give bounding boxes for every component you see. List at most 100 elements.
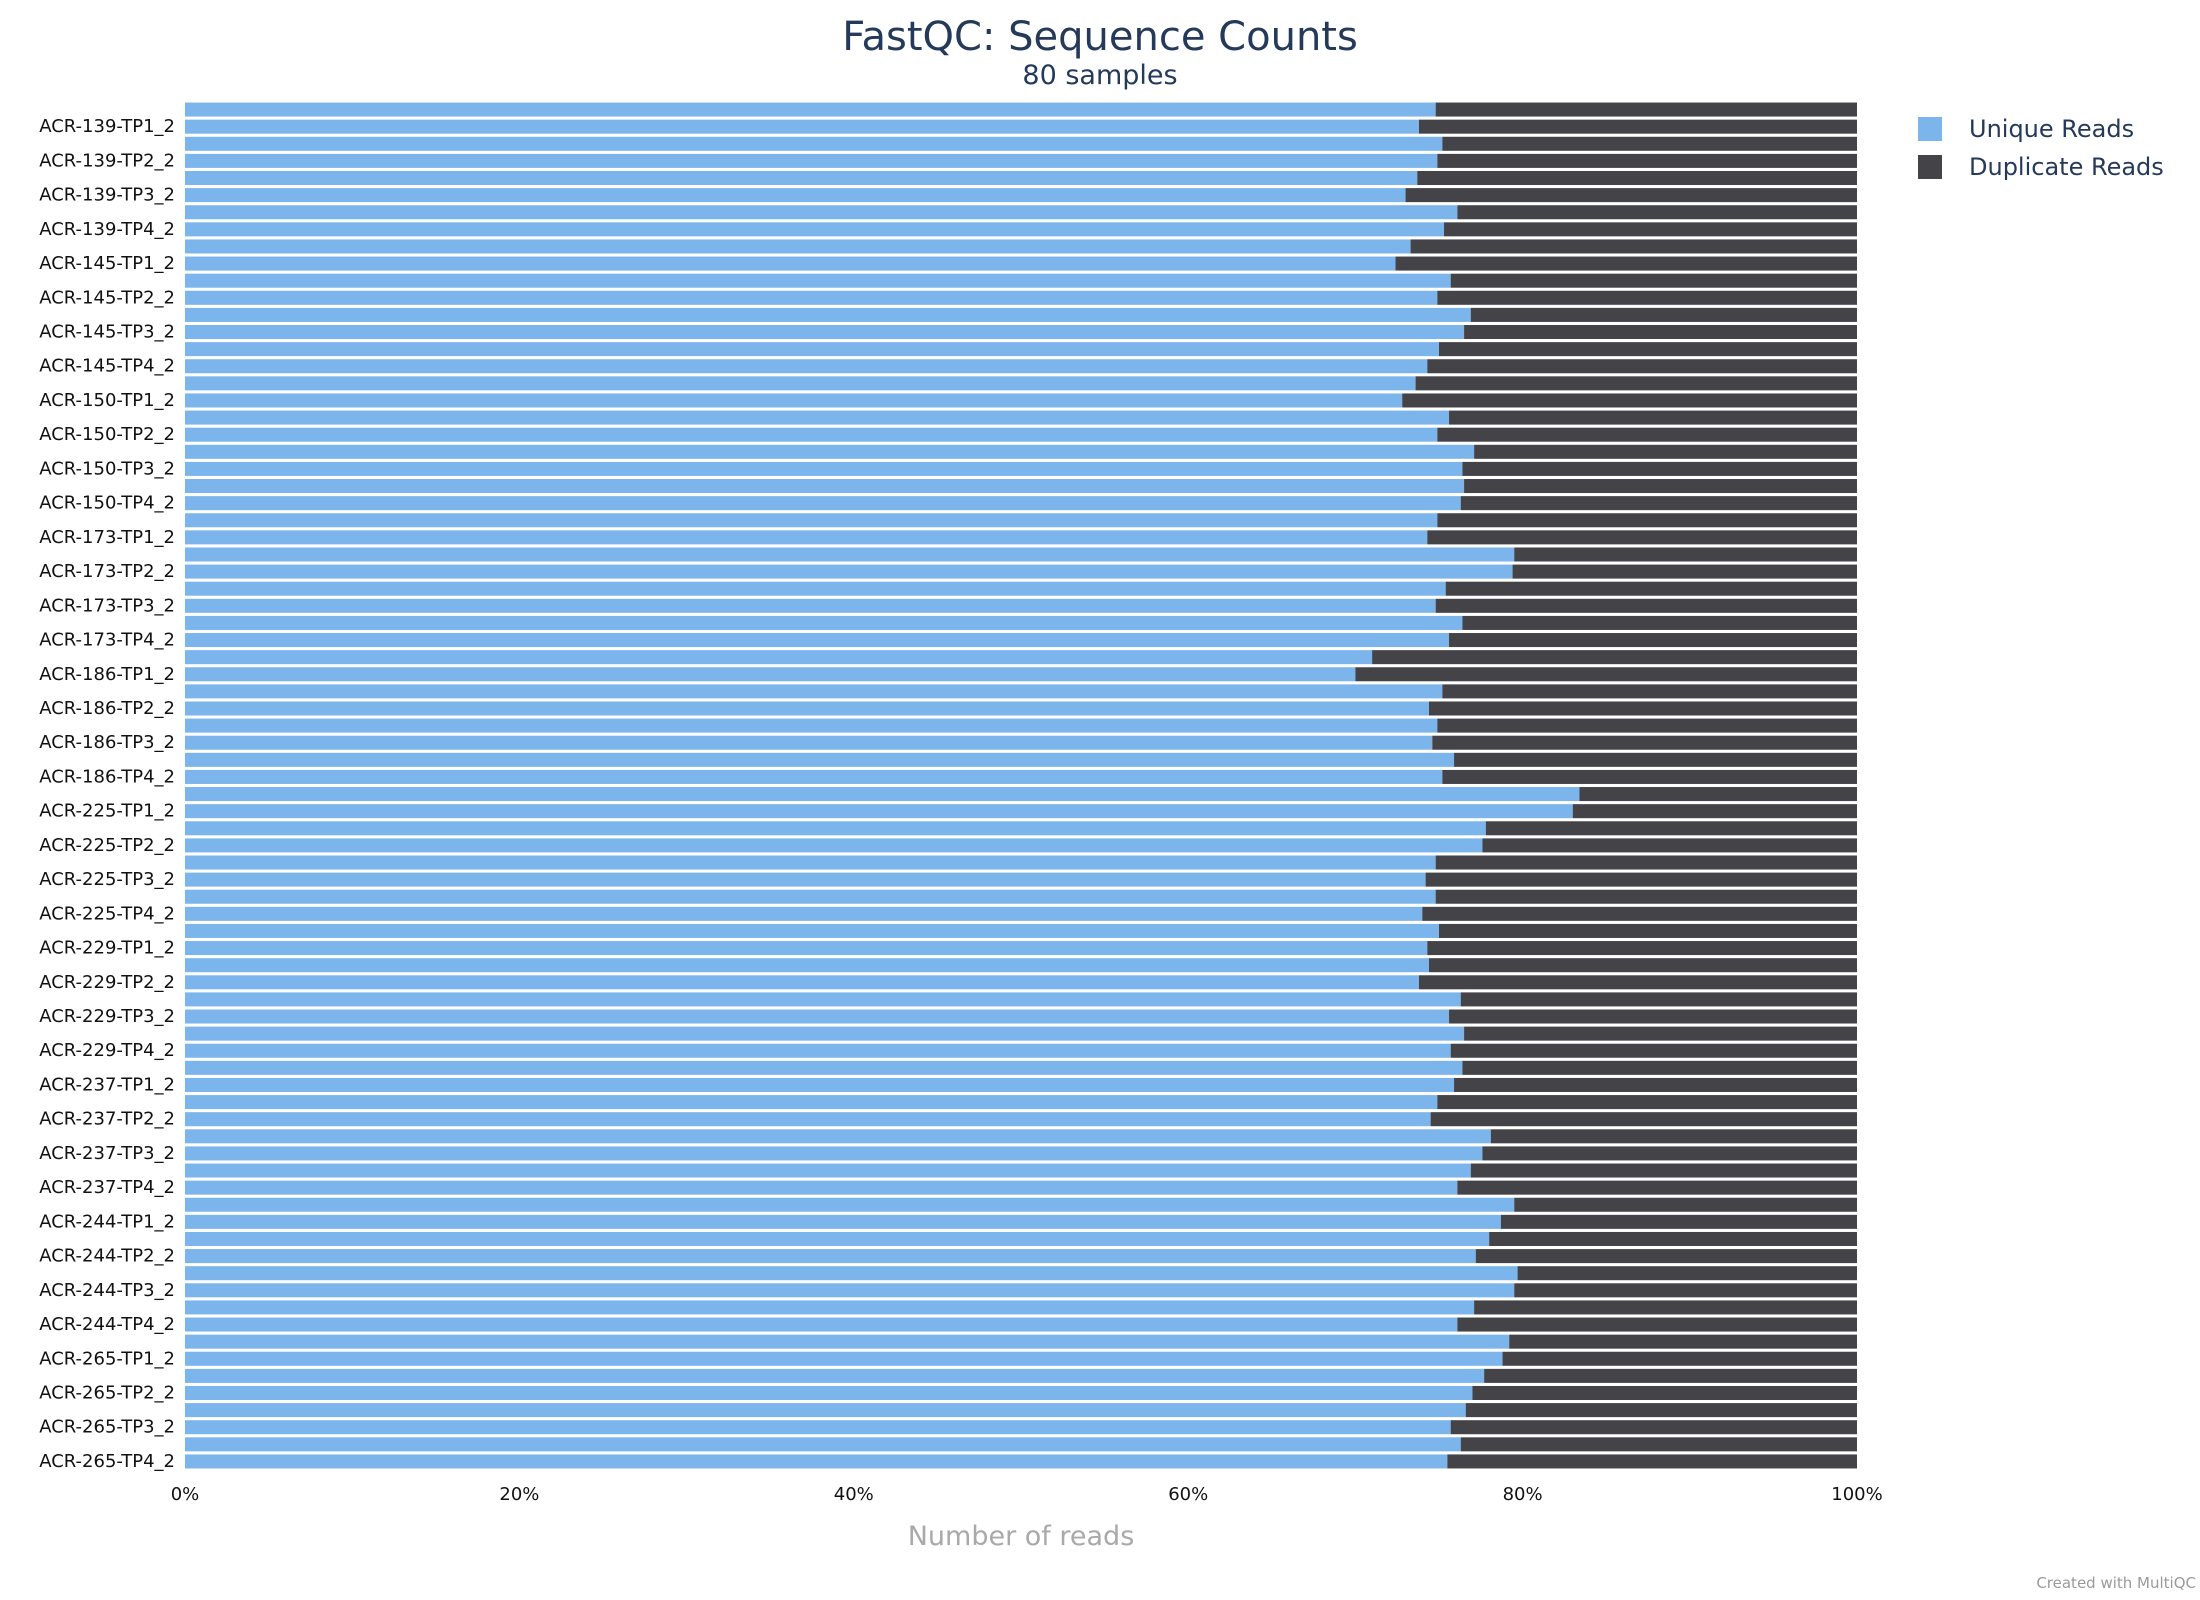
x-tick-label-80pct: 80% xyxy=(1503,1484,1543,1505)
bar-duplicate-reads-acr-186-tp3-1 xyxy=(1437,718,1857,733)
bar-duplicate-reads-acr-229-tp2-1 xyxy=(1428,958,1857,973)
bar-duplicate-reads-acr-225-tp2-1 xyxy=(1485,821,1857,836)
bar-unique-reads-acr-265-tp1-1 xyxy=(185,1334,1510,1349)
bar-unique-reads-acr-150-tp1-1 xyxy=(185,376,1416,391)
bar-unique-reads-acr-237-tp2-2 xyxy=(185,1112,1431,1127)
bar-duplicate-reads-acr-265-tp2-1 xyxy=(1484,1368,1857,1383)
bar-duplicate-reads-acr-150-tp2-1 xyxy=(1449,410,1857,425)
y-tick-label-acr-265-tp1-2: ACR-265-TP1_2 xyxy=(39,1348,175,1369)
bar-unique-reads-acr-244-tp1-2 xyxy=(185,1214,1501,1229)
y-tick-label-acr-237-tp3-2: ACR-237-TP3_2 xyxy=(39,1143,175,1164)
bar-unique-reads-acr-145-tp1-2 xyxy=(185,256,1396,271)
chart-legend: Unique Reads Duplicate Reads xyxy=(1918,115,2164,181)
y-tick-label-acr-186-tp3-2: ACR-186-TP3_2 xyxy=(39,732,175,753)
bar-duplicate-reads-acr-244-tp4-1 xyxy=(1474,1300,1857,1315)
bar-unique-reads-acr-244-tp4-2 xyxy=(185,1317,1458,1332)
y-tick-label-acr-145-tp2-2: ACR-145-TP2_2 xyxy=(39,287,175,308)
y-tick-label-acr-139-tp2-2: ACR-139-TP2_2 xyxy=(39,150,175,171)
x-tick-label-60pct: 60% xyxy=(1168,1484,1208,1505)
bar-unique-reads-acr-237-tp3-2 xyxy=(185,1146,1483,1161)
bar-unique-reads-acr-145-tp4-2 xyxy=(185,359,1428,374)
bar-unique-reads-acr-186-tp2-1 xyxy=(185,684,1443,699)
bar-duplicate-reads-acr-244-tp3-1 xyxy=(1517,1266,1857,1281)
bar-unique-reads-acr-244-tp4-1 xyxy=(185,1300,1475,1315)
x-axis-tick-labels: 0% 20% 40% 60% 80% 100% xyxy=(171,1484,1883,1505)
bar-unique-reads-acr-139-tp1-2 xyxy=(185,119,1419,134)
bar-unique-reads-acr-173-tp2-2 xyxy=(185,564,1513,579)
bar-unique-reads-acr-145-tp2-1 xyxy=(185,273,1451,288)
bar-unique-reads-acr-229-tp1-1 xyxy=(185,923,1439,938)
bar-duplicate-reads-acr-225-tp4-2 xyxy=(1422,906,1857,921)
bar-unique-reads-acr-229-tp2-1 xyxy=(185,958,1429,973)
bar-unique-reads-acr-150-tp1-2 xyxy=(185,393,1403,408)
bar-duplicate-reads-acr-265-tp3-2 xyxy=(1450,1420,1857,1435)
bar-unique-reads-acr-139-tp4-2 xyxy=(185,222,1445,237)
y-tick-label-acr-225-tp2-2: ACR-225-TP2_2 xyxy=(39,835,175,856)
legend-swatch-duplicate-reads[interactable] xyxy=(1918,155,1942,179)
bar-duplicate-reads-acr-150-tp1-1 xyxy=(1415,376,1857,391)
bar-duplicate-reads-acr-225-tp2-2 xyxy=(1482,838,1857,853)
x-tick-label-100pct: 100% xyxy=(1831,1484,1882,1505)
bar-unique-reads-acr-237-tp4-2 xyxy=(185,1180,1458,1195)
legend-label-duplicate-reads[interactable]: Duplicate Reads xyxy=(1969,153,2164,181)
y-tick-label-acr-244-tp2-2: ACR-244-TP2_2 xyxy=(39,1246,175,1267)
bar-duplicate-reads-acr-139-tp2-2 xyxy=(1437,153,1857,168)
bar-duplicate-reads-acr-186-tp2-2 xyxy=(1428,701,1857,716)
bar-unique-reads-acr-139-tp1-1 xyxy=(185,102,1436,117)
bar-duplicate-reads-acr-173-tp4-2 xyxy=(1449,633,1857,648)
bar-duplicate-reads-acr-145-tp3-2 xyxy=(1464,325,1857,340)
bar-duplicate-reads-acr-173-tp2-2 xyxy=(1512,564,1857,579)
bar-unique-reads-acr-145-tp3-2 xyxy=(185,325,1465,340)
bar-duplicate-reads-acr-139-tp3-2 xyxy=(1405,188,1857,203)
y-tick-label-acr-173-tp3-2: ACR-173-TP3_2 xyxy=(39,595,175,616)
bar-duplicate-reads-acr-229-tp3-1 xyxy=(1460,992,1857,1007)
y-tick-label-acr-229-tp2-2: ACR-229-TP2_2 xyxy=(39,972,175,993)
y-tick-label-acr-265-tp4-2: ACR-265-TP4_2 xyxy=(39,1451,175,1472)
bar-unique-reads-acr-173-tp1-2 xyxy=(185,530,1428,545)
bar-unique-reads-acr-150-tp3-1 xyxy=(185,444,1475,459)
bar-duplicate-reads-acr-244-tp2-2 xyxy=(1475,1249,1857,1264)
bar-unique-reads-acr-139-tp3-2 xyxy=(185,188,1406,203)
x-axis-title: Number of reads xyxy=(908,1521,1135,1552)
bar-unique-reads-acr-150-tp3-2 xyxy=(185,461,1463,476)
bar-duplicate-reads-acr-237-tp3-1 xyxy=(1490,1129,1857,1144)
bar-duplicate-reads-acr-173-tp3-2 xyxy=(1435,598,1857,613)
bar-unique-reads-acr-225-tp2-1 xyxy=(185,821,1486,836)
bar-duplicate-reads-acr-225-tp3-1 xyxy=(1435,855,1857,870)
bar-unique-reads-acr-225-tp3-1 xyxy=(185,855,1436,870)
bar-duplicate-reads-acr-244-tp1-1 xyxy=(1514,1197,1857,1212)
bar-duplicate-reads-acr-139-tp1-1 xyxy=(1435,102,1857,117)
y-tick-label-acr-150-tp1-2: ACR-150-TP1_2 xyxy=(39,390,175,411)
bar-unique-reads-acr-265-tp2-2 xyxy=(185,1385,1473,1401)
legend-swatch-unique-reads[interactable] xyxy=(1918,117,1942,141)
bar-duplicate-reads-acr-237-tp2-2 xyxy=(1430,1112,1857,1127)
bar-unique-reads-acr-150-tp2-2 xyxy=(185,427,1438,442)
bar-unique-reads-acr-139-tp2-1 xyxy=(185,136,1443,151)
bar-duplicate-reads-acr-186-tp1-2 xyxy=(1355,667,1857,682)
bar-unique-reads-acr-145-tp3-1 xyxy=(185,307,1471,322)
y-axis-tick-labels: ACR-139-TP1_2 ACR-139-TP2_2 ACR-139-TP3_2 A… xyxy=(39,116,175,1472)
bar-duplicate-reads-acr-186-tp1-1 xyxy=(1372,650,1857,665)
bar-unique-reads-acr-173-tp4-1 xyxy=(185,615,1463,630)
bar-duplicate-reads-acr-237-tp1-1 xyxy=(1462,1060,1857,1075)
bar-duplicate-reads-acr-150-tp4-2 xyxy=(1460,496,1857,511)
multiqc-credit: Created with MultiQC xyxy=(2036,1574,2196,1592)
bar-duplicate-reads-acr-265-tp4-1 xyxy=(1460,1437,1857,1452)
bar-unique-reads-acr-173-tp3-1 xyxy=(185,581,1446,596)
y-tick-label-acr-229-tp1-2: ACR-229-TP1_2 xyxy=(39,938,175,959)
y-tick-label-acr-150-tp2-2: ACR-150-TP2_2 xyxy=(39,424,175,445)
y-tick-label-acr-145-tp4-2: ACR-145-TP4_2 xyxy=(39,356,175,377)
bar-duplicate-reads-acr-145-tp1-2 xyxy=(1395,256,1857,271)
y-tick-label-acr-265-tp2-2: ACR-265-TP2_2 xyxy=(39,1382,175,1403)
bar-unique-reads-acr-150-tp4-2 xyxy=(185,496,1461,511)
y-tick-label-acr-225-tp4-2: ACR-225-TP4_2 xyxy=(39,903,175,924)
bar-duplicate-reads-acr-229-tp4-2 xyxy=(1450,1043,1857,1058)
legend-label-unique-reads[interactable]: Unique Reads xyxy=(1969,115,2134,143)
bar-duplicate-reads-acr-186-tp4-2 xyxy=(1442,769,1857,784)
bar-duplicate-reads-acr-145-tp2-2 xyxy=(1437,290,1857,305)
bar-duplicate-reads-acr-150-tp4-1 xyxy=(1464,479,1857,494)
bar-duplicate-reads-acr-229-tp3-2 xyxy=(1449,1009,1857,1024)
bar-duplicate-reads-acr-145-tp4-2 xyxy=(1427,359,1857,374)
bar-duplicate-reads-acr-145-tp2-1 xyxy=(1450,273,1857,288)
bar-duplicate-reads-acr-139-tp4-2 xyxy=(1444,222,1857,237)
